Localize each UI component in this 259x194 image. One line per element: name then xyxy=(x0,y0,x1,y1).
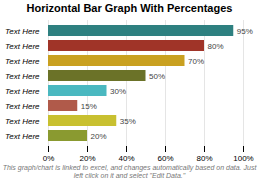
svg-text:40%: 40% xyxy=(118,154,134,163)
svg-text:100%: 100% xyxy=(233,154,253,163)
svg-text:Text Here: Text Here xyxy=(5,117,40,126)
svg-text:Text Here: Text Here xyxy=(5,57,40,66)
svg-text:80%: 80% xyxy=(208,42,224,51)
svg-text:Text Here: Text Here xyxy=(5,27,40,36)
svg-text:Text Here: Text Here xyxy=(5,42,40,51)
svg-text:20%: 20% xyxy=(91,132,107,141)
svg-text:15%: 15% xyxy=(81,102,97,111)
svg-text:70%: 70% xyxy=(188,57,204,66)
html-text:Horizontal Bar Graph With Perc: Horizontal Bar Graph With Percentages xyxy=(26,2,233,14)
svg-text:Text Here: Text Here xyxy=(5,87,40,96)
svg-text:80%: 80% xyxy=(196,154,212,163)
svg-text:95%: 95% xyxy=(237,27,253,36)
svg-text:50%: 50% xyxy=(149,72,165,81)
svg-text:35%: 35% xyxy=(120,117,136,126)
svg-text:Text Here: Text Here xyxy=(5,102,40,111)
html-text:This graph/chart is linked to: This graph/chart is linked to excel, and… xyxy=(2,164,257,179)
svg-text:Text Here: Text Here xyxy=(5,132,40,141)
svg-text:0%: 0% xyxy=(43,154,55,163)
svg-text:20%: 20% xyxy=(79,154,95,163)
svg-text:Text Here: Text Here xyxy=(5,72,40,81)
svg-text:30%: 30% xyxy=(110,87,126,96)
svg-text:60%: 60% xyxy=(157,154,173,163)
